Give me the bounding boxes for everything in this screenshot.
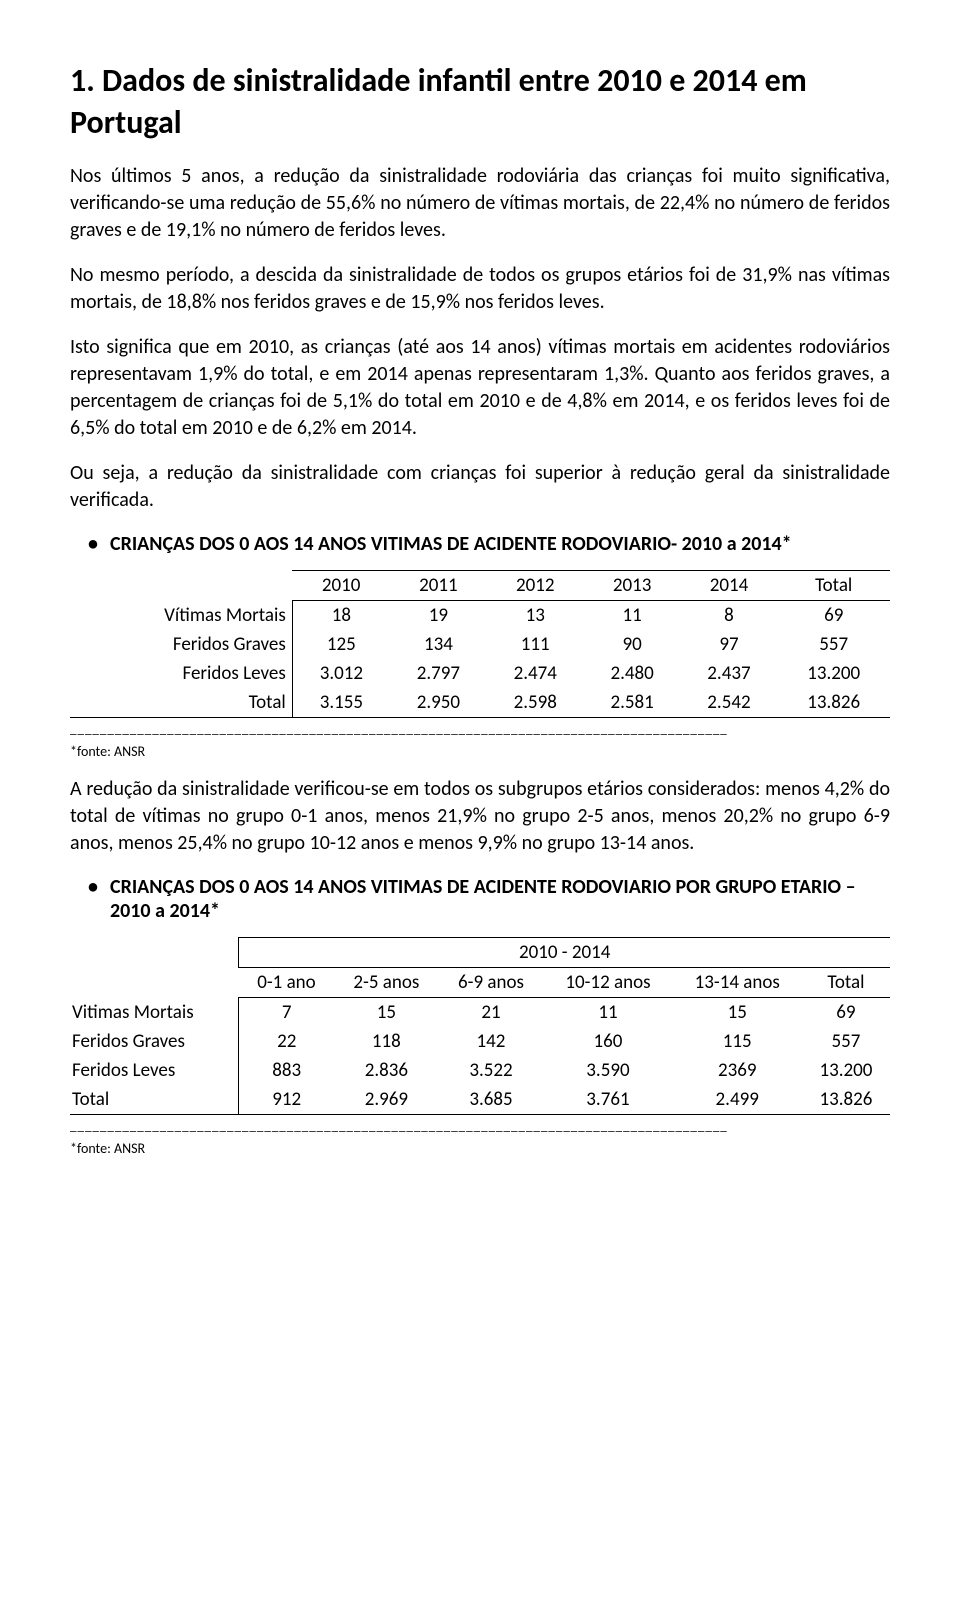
t2r0c4: 15	[673, 998, 802, 1028]
table2-h2: 6-9 anos	[439, 968, 544, 998]
table-row: Feridos Leves 3.012 2.797 2.474 2.480 2.…	[70, 659, 890, 688]
t1r1c4: 97	[681, 630, 778, 659]
t2r1c5: 557	[802, 1027, 890, 1056]
t2r3c3: 3.761	[543, 1085, 672, 1115]
t2r1-label: Feridos Graves	[70, 1027, 239, 1056]
table1-title: CRIANÇAS DOS 0 AOS 14 ANOS VITIMAS DE AC…	[110, 532, 890, 556]
t2r3c0: 912	[239, 1085, 334, 1115]
t2r0c5: 69	[802, 998, 890, 1028]
t2r0c1: 15	[334, 998, 439, 1028]
footnote-1: *fonte: ANSR	[70, 743, 890, 760]
paragraph-4: Ou seja, a redução da sinistralidade com…	[70, 460, 890, 514]
t1r1c2: 111	[487, 630, 584, 659]
table1-h1: 2011	[390, 571, 487, 601]
t1r2c0: 3.012	[292, 659, 390, 688]
table-row: Vitimas Mortais 7 15 21 11 15 69	[70, 998, 890, 1028]
t2r1c1: 118	[334, 1027, 439, 1056]
table1-h5: Total	[777, 571, 890, 601]
t2r2c1: 2.836	[334, 1056, 439, 1085]
t2r3c1: 2.969	[334, 1085, 439, 1115]
t1r1c5: 557	[777, 630, 890, 659]
t1r0-label: Vítimas Mortais	[70, 601, 292, 631]
t1r3c1: 2.950	[390, 688, 487, 718]
table2-h4: 13-14 anos	[673, 968, 802, 998]
table-row: Feridos Leves 883 2.836 3.522 3.590 2369…	[70, 1056, 890, 1085]
t2r0c3: 11	[543, 998, 672, 1028]
t1r2-label: Feridos Leves	[70, 659, 292, 688]
table-row: Total 912 2.969 3.685 3.761 2.499 13.826	[70, 1085, 890, 1115]
table2-h5: Total	[802, 968, 890, 998]
paragraph-1: Nos últimos 5 anos, a redução da sinistr…	[70, 163, 890, 244]
footnote-2: *fonte: ANSR	[70, 1140, 890, 1157]
t2r0c0: 7	[239, 998, 334, 1028]
t2r1c3: 160	[543, 1027, 672, 1056]
t1r3c4: 2.542	[681, 688, 778, 718]
t2r2c5: 13.200	[802, 1056, 890, 1085]
t1r1-label: Feridos Graves	[70, 630, 292, 659]
paragraph-3: Isto significa que em 2010, as crianças …	[70, 334, 890, 442]
table2-h3: 10-12 anos	[543, 968, 672, 998]
divider-1: ________________________________________…	[70, 722, 890, 737]
t2r2c4: 2369	[673, 1056, 802, 1085]
t2r3-label: Total	[70, 1085, 239, 1115]
table-2: 2010 - 2014 0-1 ano 2-5 anos 6-9 anos 10…	[70, 937, 890, 1115]
t1r0c1: 19	[390, 601, 487, 631]
table-1: 2010 2011 2012 2013 2014 Total Vítimas M…	[70, 570, 890, 718]
t2r2c3: 3.590	[543, 1056, 672, 1085]
t1r3c0: 3.155	[292, 688, 390, 718]
table1-header-row: 2010 2011 2012 2013 2014 Total	[70, 571, 890, 601]
t2r1c0: 22	[239, 1027, 334, 1056]
table2-header-row: 0-1 ano 2-5 anos 6-9 anos 10-12 anos 13-…	[70, 968, 890, 998]
table2-superheader-row: 2010 - 2014	[70, 938, 890, 968]
table2-h1: 2-5 anos	[334, 968, 439, 998]
t1r3c3: 2.581	[584, 688, 681, 718]
table1-h3: 2013	[584, 571, 681, 601]
t2r3c4: 2.499	[673, 1085, 802, 1115]
paragraph-2: No mesmo período, a descida da sinistral…	[70, 262, 890, 316]
t2r1c4: 115	[673, 1027, 802, 1056]
t2r0c2: 21	[439, 998, 544, 1028]
t1r1c1: 134	[390, 630, 487, 659]
t2r3c5: 13.826	[802, 1085, 890, 1115]
divider-2: ________________________________________…	[70, 1119, 890, 1134]
t1r0c3: 11	[584, 601, 681, 631]
t1r2c3: 2.480	[584, 659, 681, 688]
t2r1c2: 142	[439, 1027, 544, 1056]
t2r2c0: 883	[239, 1056, 334, 1085]
t1r3c2: 2.598	[487, 688, 584, 718]
t1r2c2: 2.474	[487, 659, 584, 688]
t1r3-label: Total	[70, 688, 292, 718]
t2r2-label: Feridos Leves	[70, 1056, 239, 1085]
table-row: Feridos Graves 125 134 111 90 97 557	[70, 630, 890, 659]
t1r2c4: 2.437	[681, 659, 778, 688]
table1-h2: 2012	[487, 571, 584, 601]
table1-h4: 2014	[681, 571, 778, 601]
t1r1c3: 90	[584, 630, 681, 659]
t2r2c2: 3.522	[439, 1056, 544, 1085]
t1r0c5: 69	[777, 601, 890, 631]
table2-superheader: 2010 - 2014	[239, 938, 890, 968]
t1r3c5: 13.826	[777, 688, 890, 718]
t1r0c4: 8	[681, 601, 778, 631]
t1r2c1: 2.797	[390, 659, 487, 688]
table-row: Vítimas Mortais 18 19 13 11 8 69	[70, 601, 890, 631]
t1r0c2: 13	[487, 601, 584, 631]
table-row: Total 3.155 2.950 2.598 2.581 2.542 13.8…	[70, 688, 890, 718]
t1r2c5: 13.200	[777, 659, 890, 688]
table2-title: CRIANÇAS DOS 0 AOS 14 ANOS VITIMAS DE AC…	[110, 875, 890, 923]
t1r1c0: 125	[292, 630, 390, 659]
table2-h0: 0-1 ano	[239, 968, 334, 998]
t1r0c0: 18	[292, 601, 390, 631]
table1-h0: 2010	[292, 571, 390, 601]
table-row: Feridos Graves 22 118 142 160 115 557	[70, 1027, 890, 1056]
paragraph-5: A redução da sinistralidade verificou-se…	[70, 776, 890, 857]
section-heading: 1. Dados de sinistralidade infantil entr…	[70, 60, 890, 143]
t2r0-label: Vitimas Mortais	[70, 998, 239, 1028]
t2r3c2: 3.685	[439, 1085, 544, 1115]
